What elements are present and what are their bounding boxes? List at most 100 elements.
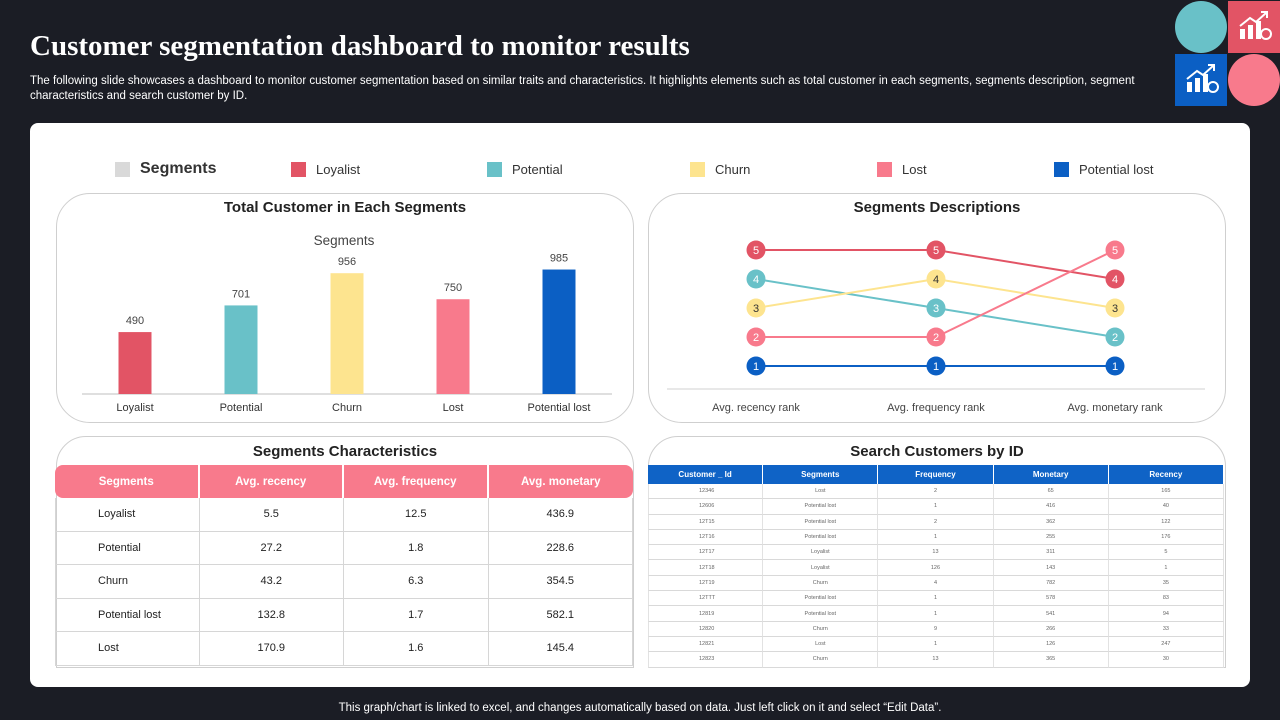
table-cell: Loyalist xyxy=(763,545,879,561)
column-header: Avg. recency xyxy=(199,465,344,498)
table-cell: 132.8 xyxy=(199,598,344,632)
legend-heading-label: Segments xyxy=(140,160,217,177)
table-cell: 354.5 xyxy=(488,565,633,599)
bar-value-label: 750 xyxy=(444,282,462,294)
table-row: 12T18 Loyalist 126 143 1 xyxy=(648,560,1224,576)
table-cell: 12T19 xyxy=(648,575,764,592)
legend-swatch xyxy=(115,161,130,177)
table-row: 12823 Churn 13 365 30 xyxy=(648,652,1224,668)
table-cell: 5 xyxy=(1108,545,1224,561)
table-cell: 1.7 xyxy=(344,598,489,632)
table-cell: 43.2 xyxy=(199,565,344,599)
table-cell: Potential lost xyxy=(763,514,879,530)
table-cell: Churn xyxy=(763,575,879,592)
rank-label: 3 xyxy=(753,303,759,315)
table-cell: 1.6 xyxy=(344,632,489,666)
table-cell: 12T17 xyxy=(648,545,764,561)
table-row: 12821 Lost 1 126 247 xyxy=(648,636,1224,653)
segments-descriptions-title: Segments Descriptions xyxy=(853,199,1021,216)
table-cell: Lost xyxy=(763,636,879,653)
table-cell: 247 xyxy=(1108,636,1224,653)
rank-marker xyxy=(1105,240,1125,260)
table-cell: Potential lost xyxy=(763,529,879,546)
customers-table: Customer _ Id Segments Frequency Monetar… xyxy=(648,465,1224,668)
column-header: Segments xyxy=(763,465,879,484)
table-cell: 165 xyxy=(1108,484,1224,500)
table-cell: 12821 xyxy=(648,636,764,653)
table-cell: 13 xyxy=(878,545,994,561)
table-cell: Lost xyxy=(763,484,879,500)
table-cell: 436.9 xyxy=(488,498,633,532)
table-cell: 1 xyxy=(878,499,994,515)
table-cell: 311 xyxy=(993,545,1109,561)
rank-label: 4 xyxy=(753,274,759,286)
table-cell: Potential xyxy=(55,531,200,565)
table-cell: 365 xyxy=(993,652,1109,668)
rank-label: 2 xyxy=(933,332,939,344)
rank-marker xyxy=(926,298,946,318)
table-cell: 1 xyxy=(878,606,994,622)
rank-marker xyxy=(926,240,946,260)
decor-teal-circle xyxy=(1175,1,1227,53)
rank-label: 5 xyxy=(1112,245,1118,257)
table-row: 12T17 Loyalist 13 311 5 xyxy=(648,545,1224,561)
table-cell: 65 xyxy=(993,484,1109,500)
column-header: Customer _ Id xyxy=(648,465,764,484)
legend-heading: Segments xyxy=(115,160,216,178)
decor-pink-circle xyxy=(1228,54,1280,106)
table-cell: 541 xyxy=(993,606,1109,622)
legend-label: Potential lost xyxy=(1079,161,1154,177)
bar xyxy=(224,305,258,394)
table-cell: 27.2 xyxy=(199,531,344,565)
legend-item-loyalist: Loyalist xyxy=(291,160,360,178)
table-header-row: Customer _ Id Segments Frequency Monetar… xyxy=(648,465,1224,484)
x-tick-label: Potential lost xyxy=(528,402,591,414)
rank-marker xyxy=(926,269,946,289)
column-header: Avg. frequency xyxy=(344,465,489,498)
bar xyxy=(436,299,470,394)
table-cell: 228.6 xyxy=(488,531,633,565)
column-header: Monetary xyxy=(993,465,1109,484)
table-row: Loyalist 5.5 12.5 436.9 xyxy=(55,498,633,532)
rank-label: 2 xyxy=(753,332,759,344)
table-cell: Potential lost xyxy=(763,591,879,607)
table-row: 12TTT Potential lost 1 578 83 xyxy=(648,591,1224,607)
legend-label: Churn xyxy=(715,161,751,177)
table-cell: 12.5 xyxy=(344,498,489,532)
table-cell: 83 xyxy=(1108,591,1224,607)
table-row: 12819 Potential lost 1 541 94 xyxy=(648,606,1224,622)
decor-blue-square xyxy=(1175,54,1227,106)
table-cell: Churn xyxy=(763,652,879,668)
table-cell: Potential lost xyxy=(55,598,200,632)
table-cell: 143 xyxy=(993,560,1109,576)
legend-label: Loyalist xyxy=(316,161,361,177)
table-cell: 362 xyxy=(993,514,1109,530)
table-row: Potential lost 132.8 1.7 582.1 xyxy=(55,598,633,632)
rank-label: 4 xyxy=(1112,274,1118,286)
x-tick-label: Avg. recency rank xyxy=(712,402,800,414)
rank-marker xyxy=(1105,356,1125,376)
rank-label: 5 xyxy=(933,245,939,257)
rank-marker xyxy=(1105,327,1125,347)
bar-value-label: 701 xyxy=(232,288,250,300)
legend-item-potential-lost: Potential lost xyxy=(1054,160,1153,178)
bar-value-label: 956 xyxy=(338,256,356,268)
footer-note: This graph/chart is linked to excel, and… xyxy=(338,702,942,714)
rank-marker xyxy=(746,298,766,318)
table-cell: Churn xyxy=(55,565,200,599)
legend-swatch xyxy=(487,161,502,177)
rank-marker xyxy=(746,269,766,289)
legend-swatch xyxy=(877,161,892,177)
rank-marker xyxy=(1105,269,1125,289)
x-tick-label: Avg. monetary rank xyxy=(1067,402,1163,414)
table-cell: 255 xyxy=(993,529,1109,546)
table-row: 12820 Churn 9 266 33 xyxy=(648,621,1224,637)
table-cell: Potential lost xyxy=(763,499,879,515)
bar-value-label: 985 xyxy=(550,253,568,265)
table-cell: 1 xyxy=(1108,560,1224,576)
table-cell: 1 xyxy=(878,529,994,546)
chart-growth-icon xyxy=(1186,64,1219,93)
bar xyxy=(330,273,364,394)
table-cell: 9 xyxy=(878,621,994,637)
table-cell: 1.8 xyxy=(344,531,489,565)
